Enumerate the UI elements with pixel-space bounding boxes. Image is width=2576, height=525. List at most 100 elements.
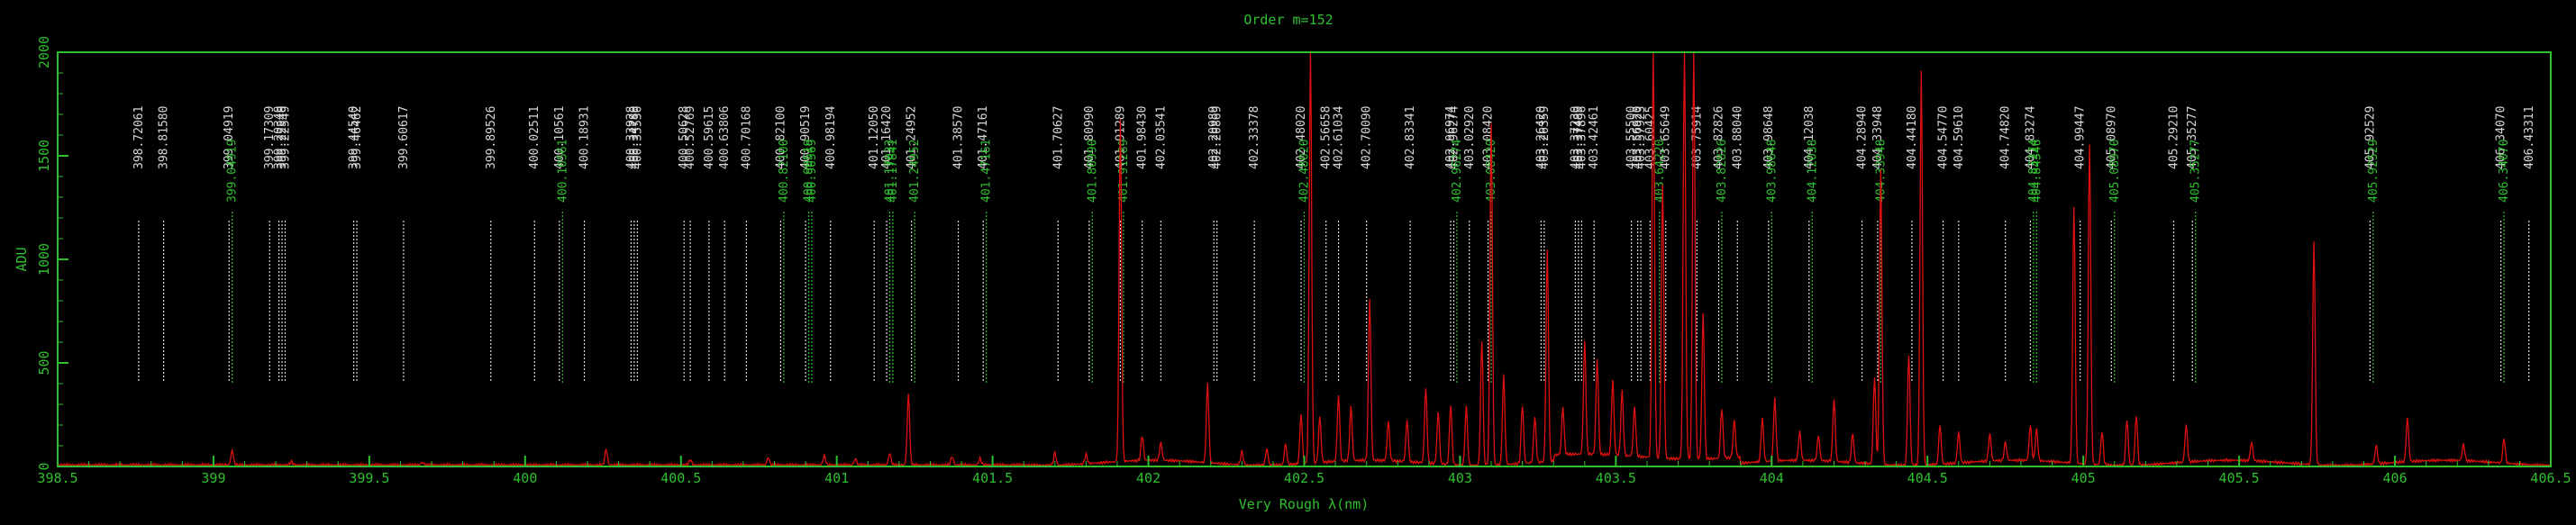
reference-line-label: 399.04919 — [223, 106, 236, 169]
reference-line-label: 399.22549 — [278, 106, 292, 169]
reference-line-label: 403.26420 — [1534, 106, 1548, 169]
reference-line-label: 401.16420 — [880, 106, 894, 169]
y-tick-label: 500 — [36, 350, 52, 375]
reference-line-label: 400.59615 — [703, 106, 716, 169]
reference-line-label: 401.17841 — [887, 140, 900, 203]
reference-line-label: 402.61034 — [1333, 105, 1346, 169]
reference-line-label: 402.20989 — [1207, 106, 1221, 169]
y-tick-label: 1500 — [36, 140, 52, 172]
reference-line-label: 405.92529 — [2363, 106, 2377, 169]
reference-line-label: 401.38570 — [952, 106, 966, 169]
x-tick-label: 400 — [513, 470, 537, 486]
reference-line-label: 403.37230 — [1569, 106, 1582, 169]
reference-line-label: 402.96274 — [1451, 139, 1464, 203]
reference-line-label: 406.43311 — [2523, 106, 2536, 169]
reference-line-label: 399.17309 — [263, 106, 277, 169]
reference-line-label: 398.81580 — [158, 106, 171, 169]
x-tick-label: 405.5 — [2219, 470, 2260, 486]
reference-line-label: 404.28940 — [1856, 106, 1870, 169]
reference-line-label: 404.12038 — [1806, 140, 1819, 203]
reference-line-label: 401.98430 — [1136, 106, 1150, 169]
reference-line-label: 401.12050 — [868, 106, 881, 169]
x-tick-label: 402 — [1136, 470, 1161, 486]
reference-line-label: 404.83274 — [2024, 105, 2037, 169]
reference-line-label: 402.03541 — [1154, 106, 1168, 169]
reference-line-label: 400.82100 — [778, 140, 791, 203]
x-axis: 398.5 399 399.5 400 400.5 401 401.5 402 402.5 403… — [37, 456, 2571, 486]
reference-line-label: 403.37489 — [1572, 106, 1586, 169]
reference-line-label: 399.20340 — [273, 106, 287, 169]
x-tick-label: 404 — [1760, 470, 1784, 486]
reference-line-label: 403.65649 — [1660, 106, 1673, 169]
reference-line-label: 405.29210 — [2167, 106, 2180, 169]
reference-line-label: 402.83341 — [1404, 106, 1417, 169]
reference-line-label: 399.22540 — [276, 106, 289, 169]
y-tick-label: 0 — [36, 462, 52, 470]
reference-line-label: 404.33948 — [1871, 106, 1885, 169]
x-tick-label: 404.5 — [1907, 470, 1948, 486]
reference-line-label: 400.63806 — [718, 106, 732, 169]
reference-line-label: 401.24952 — [906, 106, 919, 169]
reference-line-label: 405.92529 — [2367, 140, 2380, 203]
x-tick-label: 405 — [2071, 470, 2096, 486]
reference-line-label: 402.56658 — [1320, 106, 1334, 169]
reference-line-label: 402.70090 — [1361, 106, 1374, 169]
y-axis-label: ADU — [14, 247, 30, 271]
reference-line-label: 400.18931 — [578, 106, 592, 169]
x-tick-label: 406.5 — [2530, 470, 2571, 486]
reference-line-label: 401.17033 — [883, 140, 897, 203]
reference-line-label: 404.84346 — [2030, 140, 2044, 203]
reference-line-label: 401.24952 — [908, 140, 922, 203]
reference-line-label: 399.89526 — [485, 106, 498, 169]
x-tick-label: 403 — [1448, 470, 1472, 486]
reference-line-label: 404.54770 — [1937, 106, 1951, 169]
reference-line-label: 398.72061 — [132, 106, 146, 169]
x-tick-label: 401 — [824, 470, 849, 486]
reference-line-label: 400.02511 — [528, 106, 542, 169]
reference-line-label: 403.82826 — [1713, 106, 1726, 169]
reference-line-label: 403.37896 — [1575, 106, 1588, 169]
x-axis-label: Very Rough λ(nm) — [1239, 496, 1370, 512]
reference-line-label: 401.70627 — [1051, 106, 1065, 169]
reference-line-label: 402.20869 — [1211, 106, 1224, 169]
reference-line-label: 403.98648 — [1762, 106, 1776, 169]
x-tick-label: 399 — [201, 470, 225, 486]
reference-line-label: 405.08970 — [2108, 140, 2122, 203]
reference-line-label: 404.12038 — [1803, 106, 1816, 169]
reference-line-label: 400.52769 — [684, 106, 697, 169]
reference-line-label: 400.70168 — [740, 106, 753, 169]
x-tick-label: 401.5 — [972, 470, 1013, 486]
x-tick-label: 406 — [2383, 470, 2408, 486]
reference-line-label: 399.04919 — [226, 140, 240, 203]
reference-line-label: 403.82826 — [1716, 140, 1729, 203]
reference-line-label: 401.80990 — [1083, 106, 1097, 169]
reference-line-label: 403.57923 — [1634, 106, 1648, 169]
reference-line-label: 400.50628 — [678, 106, 691, 169]
reference-line-label: 400.35530 — [631, 106, 644, 169]
chart-title: Order m=152 — [1243, 12, 1333, 28]
reference-line-label: 400.10561 — [553, 106, 567, 169]
reference-line-label: 403.02920 — [1463, 106, 1477, 169]
y-axis: 0 500 1000 1500 2000 — [36, 36, 68, 471]
reference-line-label: 400.90519 — [799, 106, 813, 169]
x-tick-label: 402.5 — [1284, 470, 1324, 486]
reference-line-label: 400.10561 — [556, 140, 569, 203]
reference-line-label: 400.98194 — [824, 105, 838, 169]
reference-line-label: 403.88040 — [1731, 106, 1744, 169]
reference-line-label: 401.80990 — [1086, 140, 1099, 203]
y-tick-label: 1000 — [36, 243, 52, 276]
reference-line-label: 404.74820 — [1999, 106, 2013, 169]
x-tick-label: 399.5 — [349, 470, 389, 486]
reference-line-label: 403.55500 — [1625, 106, 1639, 169]
reference-line-label: 399.46462 — [350, 106, 364, 169]
reference-line-label: 406.34070 — [2498, 140, 2511, 203]
x-tick-label: 398.5 — [37, 470, 77, 486]
reference-line-label: 400.82100 — [774, 106, 787, 169]
reference-line-label: 402.96274 — [1448, 105, 1461, 169]
reference-line-label: 404.44180 — [1906, 106, 1919, 169]
reference-line-label: 400.33928 — [624, 106, 638, 169]
y-tick-label: 2000 — [36, 36, 52, 68]
reference-line-label: 400.34780 — [628, 106, 642, 169]
